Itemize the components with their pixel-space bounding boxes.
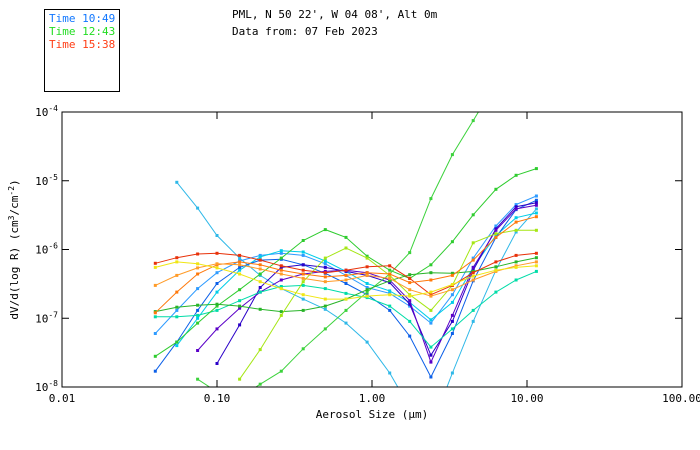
series-line-blue — [154, 199, 537, 379]
y-axis-title: dV/d(log R) (cm3/cm-2) — [7, 179, 21, 319]
plot-border — [61, 111, 683, 388]
y-tick-label: 10-8 — [35, 379, 58, 394]
y-tick-label: 10-5 — [35, 173, 58, 188]
series-line-cyan-hump — [176, 212, 537, 346]
chart-subtitle: Data from: 07 Feb 2023 — [232, 25, 378, 38]
x-axis-title: Aerosol Size (µm) — [316, 408, 429, 421]
series-markers-orange-rise — [153, 215, 538, 315]
series-markers-turquoise — [153, 269, 538, 349]
series-line-cyan-steep — [176, 181, 537, 387]
x-tick-label: 0.01 — [49, 392, 76, 405]
x-axis: 0.01 0.10 1.00 10.00 100.00 Aerosol Size (µm) — [49, 112, 700, 421]
y-tick-label: 10-6 — [35, 242, 58, 257]
x-tick-label: 10.00 — [510, 392, 543, 405]
series-markers-chartreuse — [238, 228, 538, 381]
series-line-green-burst — [197, 112, 480, 387]
series-markers-red — [153, 251, 538, 297]
legend-entry-time-1: Time 10:49 — [49, 12, 116, 25]
series-line-chartreuse — [239, 229, 537, 380]
chart-title: PML, N 50 22', W 04 08', Alt 0m — [232, 8, 438, 21]
x-tick-label: 0.10 — [204, 392, 231, 405]
series-markers-blue — [153, 198, 538, 379]
y-axis: 10-4 10-5 10-6 10-7 10-8 dV/d(log R) (cm3/cm-… — [7, 104, 682, 394]
legend-entry-time-3: Time 15:38 — [49, 38, 116, 51]
series-markers-cyan-hump — [175, 211, 538, 348]
legend-box: Time 10:49 Time 12:43 Time 15:38 — [44, 9, 120, 92]
series-group — [153, 112, 538, 387]
series-markers-green-burst — [196, 119, 475, 386]
series-markers-orange-mid — [153, 260, 538, 298]
y-tick-label: 10-4 — [35, 104, 58, 119]
series-markers-green-hump — [153, 167, 538, 358]
x-tick-label: 1.00 — [359, 392, 386, 405]
series-markers-yellow — [153, 260, 538, 301]
series-line-green-hump — [155, 168, 537, 357]
legend-entry-time-2: Time 12:43 — [49, 25, 116, 38]
title-block: PML, N 50 22', W 04 08', Alt 0m Data fro… — [232, 6, 437, 40]
y-tick-label: 10-7 — [35, 310, 58, 325]
x-tick-label: 100.00 — [662, 392, 700, 405]
